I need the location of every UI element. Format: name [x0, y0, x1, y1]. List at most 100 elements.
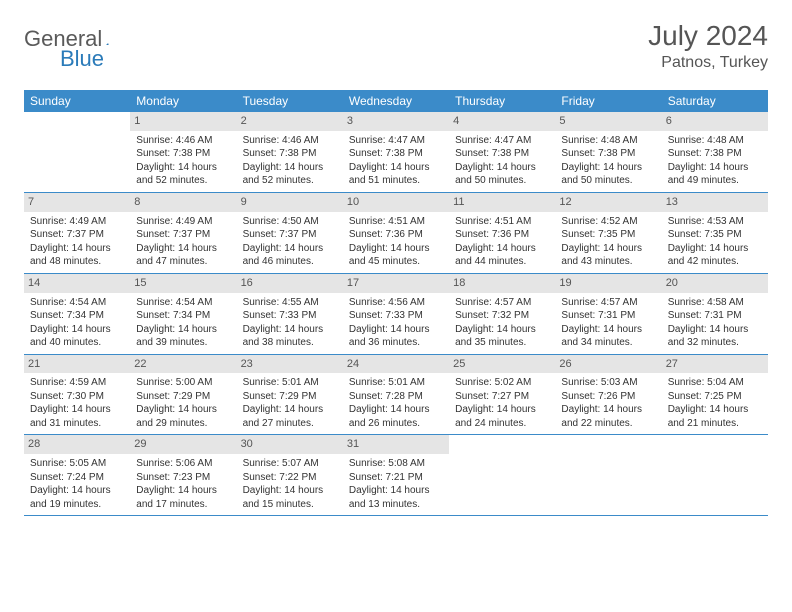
day-number: 28 [24, 435, 130, 454]
day-number: 7 [24, 193, 130, 212]
day-number: 30 [237, 435, 343, 454]
day-cell: 25 Sunrise: 5:02 AMSunset: 7:27 PMDayligh… [449, 355, 555, 435]
day-number: 5 [555, 112, 661, 131]
daylight-line: Daylight: 14 hours and 21 minutes. [668, 403, 762, 430]
calendar: SundayMondayTuesdayWednesdayThursdayFrid… [24, 90, 768, 516]
day-cell [662, 435, 768, 515]
daylight-line: Daylight: 14 hours and 29 minutes. [136, 403, 230, 430]
day-number: 23 [237, 355, 343, 374]
daylight-line: Daylight: 14 hours and 38 minutes. [243, 323, 337, 350]
day-cell: 14Sunrise: 4:54 AMSunset: 7:34 PMDayligh… [24, 274, 130, 354]
daylight-line: Daylight: 14 hours and 40 minutes. [30, 323, 124, 350]
header: General July 2024 Patnos, Turkey [24, 20, 768, 72]
sunset-line: Sunset: 7:29 PM [243, 390, 337, 404]
day-body: Sunrise: 4:49 AMSunset: 7:37 PMDaylight:… [134, 215, 232, 269]
weeks-container: 1Sunrise: 4:46 AMSunset: 7:38 PMDaylight… [24, 112, 768, 516]
sunset-line: Sunset: 7:33 PM [349, 309, 443, 323]
sunrise-line: Sunrise: 4:46 AM [136, 134, 230, 148]
day-number: 10 [343, 193, 449, 212]
sunrise-line: Sunrise: 4:51 AM [455, 215, 549, 229]
day-body: Sunrise: 4:54 AMSunset: 7:34 PMDaylight:… [134, 296, 232, 350]
sunset-line: Sunset: 7:38 PM [455, 147, 549, 161]
day-number: 20 [662, 274, 768, 293]
day-cell: 4Sunrise: 4:47 AMSunset: 7:38 PMDaylight… [449, 112, 555, 192]
sunset-line: Sunset: 7:38 PM [243, 147, 337, 161]
sunset-line: Sunset: 7:36 PM [455, 228, 549, 242]
sunrise-line: Sunrise: 4:58 AM [668, 296, 762, 310]
sunrise-line: Sunrise: 5:08 AM [349, 457, 443, 471]
daylight-line: Daylight: 14 hours and 13 minutes. [349, 484, 443, 511]
daylight-line: Daylight: 14 hours and 27 minutes. [243, 403, 337, 430]
day-number: 9 [237, 193, 343, 212]
day-cell: 22Sunrise: 5:00 AMSunset: 7:29 PMDayligh… [130, 355, 236, 435]
sunrise-line: Sunrise: 4:47 AM [455, 134, 549, 148]
day-cell: 17Sunrise: 4:56 AMSunset: 7:33 PMDayligh… [343, 274, 449, 354]
day-cell [555, 435, 661, 515]
day-number: 19 [555, 274, 661, 293]
day-number: 1 [130, 112, 236, 131]
daylight-line: Daylight: 14 hours and 45 minutes. [349, 242, 443, 269]
day-body: Sunrise: 4:53 AMSunset: 7:35 PMDaylight:… [666, 215, 764, 269]
day-number: 21 [24, 355, 130, 374]
day-number: 14 [24, 274, 130, 293]
day-body: Sunrise: 4:46 AMSunset: 7:38 PMDaylight:… [134, 134, 232, 188]
week-row: 14Sunrise: 4:54 AMSunset: 7:34 PMDayligh… [24, 274, 768, 355]
day-number [449, 435, 555, 454]
day-body: Sunrise: 5:05 AMSunset: 7:24 PMDaylight:… [28, 457, 126, 511]
sunrise-line: Sunrise: 5:05 AM [30, 457, 124, 471]
sunset-line: Sunset: 7:30 PM [30, 390, 124, 404]
sunset-line: Sunset: 7:38 PM [561, 147, 655, 161]
sunrise-line: Sunrise: 5:00 AM [136, 376, 230, 390]
day-body: Sunrise: 4:51 AMSunset: 7:36 PMDaylight:… [347, 215, 445, 269]
day-number: 8 [130, 193, 236, 212]
sunset-line: Sunset: 7:31 PM [561, 309, 655, 323]
dow-cell: Tuesday [237, 90, 343, 112]
week-row: 28 Sunrise: 5:05 AMSunset: 7:24 PMDayligh… [24, 435, 768, 516]
day-cell: 30 Sunrise: 5:07 AMSunset: 7:22 PMDayligh… [237, 435, 343, 515]
daylight-line: Daylight: 14 hours and 49 minutes. [668, 161, 762, 188]
day-body: Sunrise: 4:49 AMSunset: 7:37 PMDaylight:… [28, 215, 126, 269]
triangle-icon [106, 32, 109, 46]
daylight-line: Daylight: 14 hours and 22 minutes. [561, 403, 655, 430]
dow-cell: Wednesday [343, 90, 449, 112]
day-body: Sunrise: 4:55 AMSunset: 7:33 PMDaylight:… [241, 296, 339, 350]
sunrise-line: Sunrise: 5:07 AM [243, 457, 337, 471]
day-cell: 2Sunrise: 4:46 AMSunset: 7:38 PMDaylight… [237, 112, 343, 192]
sunset-line: Sunset: 7:28 PM [349, 390, 443, 404]
day-number: 27 [662, 355, 768, 374]
sunrise-line: Sunrise: 5:04 AM [668, 376, 762, 390]
day-number: 29 [130, 435, 236, 454]
daylight-line: Daylight: 14 hours and 50 minutes. [455, 161, 549, 188]
day-cell: 19Sunrise: 4:57 AMSunset: 7:31 PMDayligh… [555, 274, 661, 354]
day-body: Sunrise: 5:02 AMSunset: 7:27 PMDaylight:… [453, 376, 551, 430]
sunrise-line: Sunrise: 5:01 AM [243, 376, 337, 390]
title-block: July 2024 Patnos, Turkey [648, 20, 768, 72]
sunset-line: Sunset: 7:37 PM [30, 228, 124, 242]
day-cell: 21Sunrise: 4:59 AMSunset: 7:30 PMDayligh… [24, 355, 130, 435]
day-cell: 18Sunrise: 4:57 AMSunset: 7:32 PMDayligh… [449, 274, 555, 354]
day-cell: 10 Sunrise: 4:51 AMSunset: 7:36 PMDayligh… [343, 193, 449, 273]
day-body: Sunrise: 5:04 AMSunset: 7:25 PMDaylight:… [666, 376, 764, 430]
daylight-line: Daylight: 14 hours and 19 minutes. [30, 484, 124, 511]
daylight-line: Daylight: 14 hours and 31 minutes. [30, 403, 124, 430]
day-cell: 31Sunrise: 5:08 AMSunset: 7:21 PMDayligh… [343, 435, 449, 515]
sunrise-line: Sunrise: 4:55 AM [243, 296, 337, 310]
day-body: Sunrise: 5:01 AMSunset: 7:29 PMDaylight:… [241, 376, 339, 430]
day-cell [24, 112, 130, 192]
day-cell: 7 Sunrise: 4:49 AMSunset: 7:37 PMDaylight… [24, 193, 130, 273]
day-body: Sunrise: 5:07 AMSunset: 7:22 PMDaylight:… [241, 457, 339, 511]
daylight-line: Daylight: 14 hours and 39 minutes. [136, 323, 230, 350]
sunset-line: Sunset: 7:35 PM [561, 228, 655, 242]
day-number: 11 [449, 193, 555, 212]
day-number: 25 [449, 355, 555, 374]
daylight-line: Daylight: 14 hours and 17 minutes. [136, 484, 230, 511]
day-cell: 23 Sunrise: 5:01 AMSunset: 7:29 PMDayligh… [237, 355, 343, 435]
day-cell [449, 435, 555, 515]
day-number: 3 [343, 112, 449, 131]
daylight-line: Daylight: 14 hours and 36 minutes. [349, 323, 443, 350]
day-number: 16 [237, 274, 343, 293]
sunrise-line: Sunrise: 4:49 AM [136, 215, 230, 229]
day-cell: 16 Sunrise: 4:55 AMSunset: 7:33 PMDayligh… [237, 274, 343, 354]
day-cell: 3Sunrise: 4:47 AMSunset: 7:38 PMDaylight… [343, 112, 449, 192]
daylight-line: Daylight: 14 hours and 50 minutes. [561, 161, 655, 188]
